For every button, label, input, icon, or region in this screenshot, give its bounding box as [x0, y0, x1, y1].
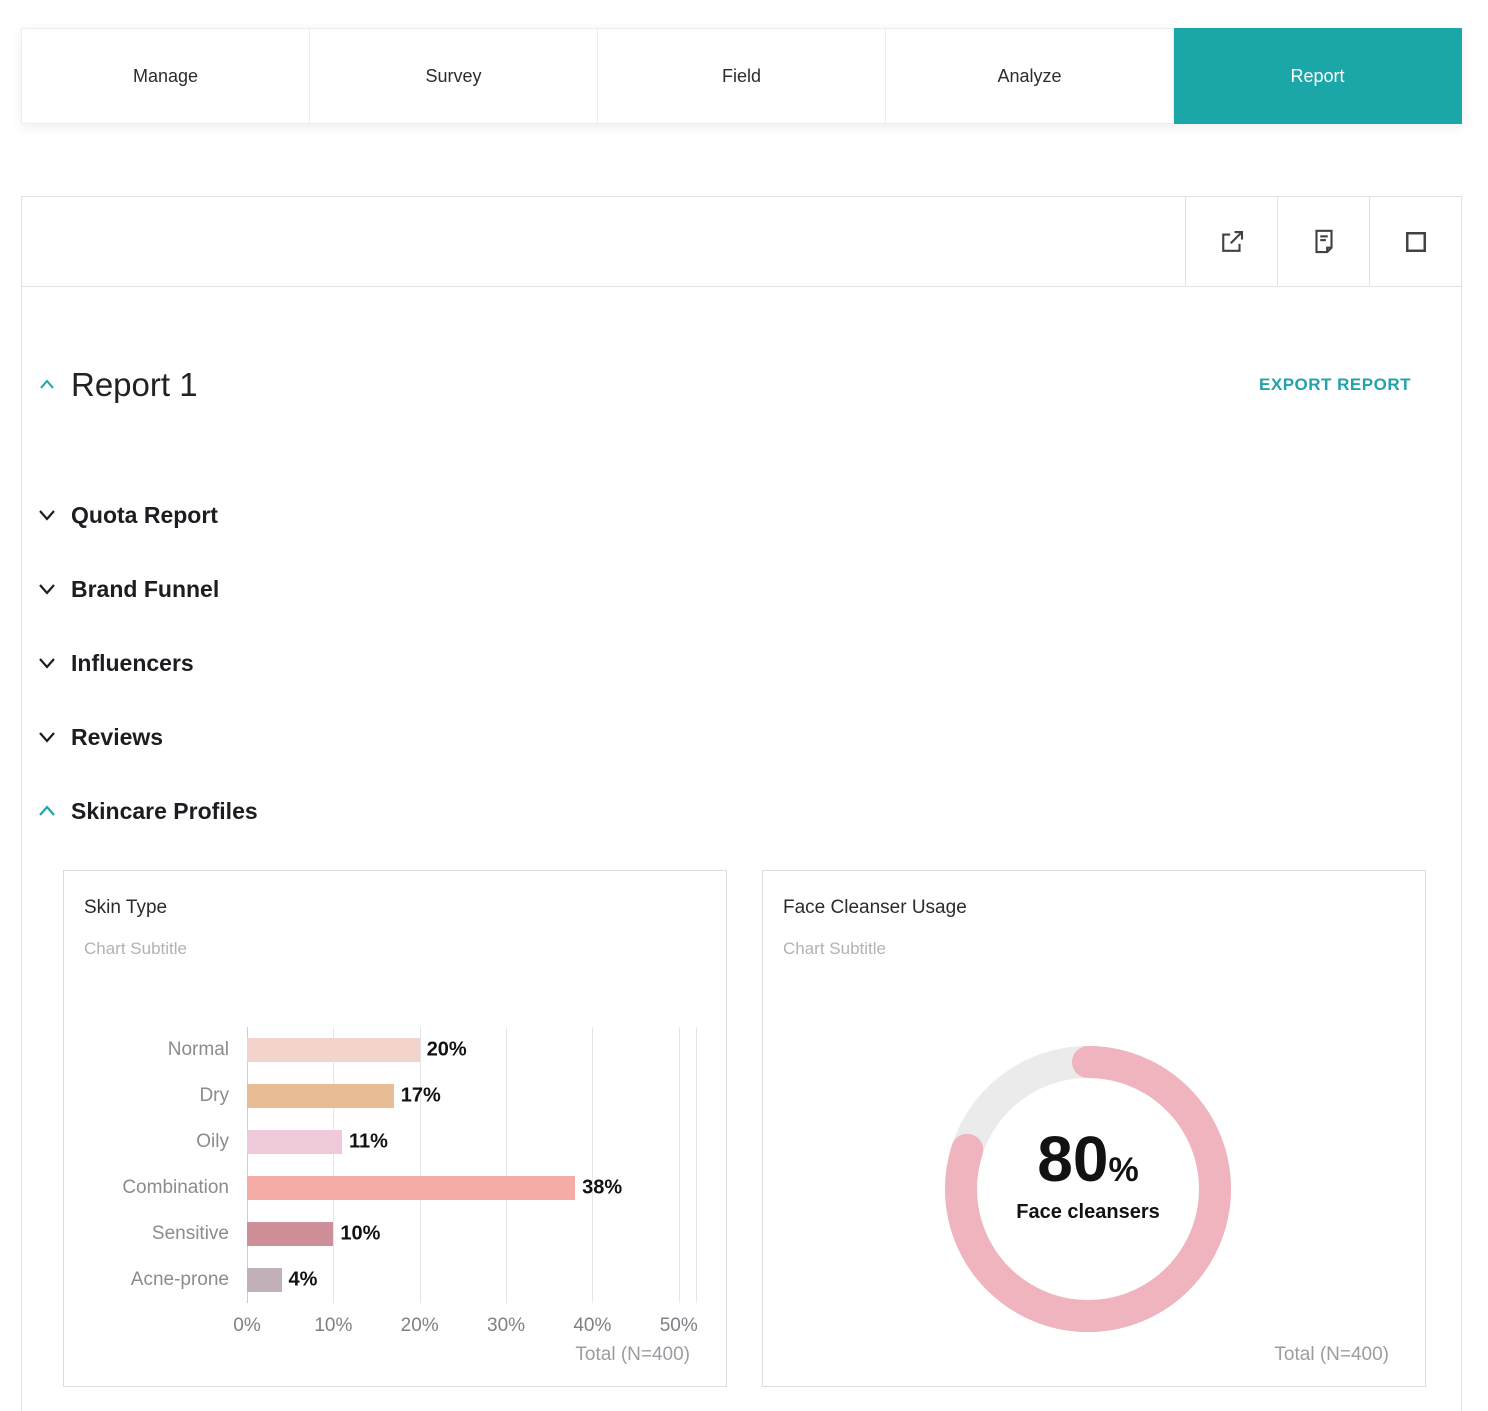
bar-row-oily: 11%: [247, 1119, 696, 1165]
x-tick-label: 50%: [659, 1315, 698, 1336]
section-influencers[interactable]: Influencers: [22, 626, 1461, 700]
tab-label: Survey: [425, 65, 482, 86]
chevron-down-icon[interactable]: [36, 726, 58, 748]
face-cleanser-card: Face Cleanser Usage Chart Subtitle 80 % …: [762, 870, 1426, 1387]
donut-value-line: 80 %: [1037, 1127, 1138, 1191]
card-subtitle: Chart Subtitle: [84, 939, 187, 958]
x-tick-label: 30%: [487, 1315, 526, 1336]
panel-toolbar: [22, 197, 1461, 287]
bar-sensitive: 10%: [247, 1222, 380, 1246]
bar-category-label: Normal: [167, 1039, 229, 1060]
bar-category-label: Oily: [196, 1131, 229, 1152]
external-link-icon: [1221, 230, 1243, 252]
bar-category-label: Combination: [122, 1177, 229, 1198]
report-header: Report 1 EXPORT REPORT: [36, 363, 1411, 407]
tab-analyze[interactable]: Analyze: [886, 28, 1174, 124]
bar-combination: 38%: [247, 1176, 622, 1200]
tab-label: Analyze: [997, 65, 1062, 86]
section-skincare-profiles[interactable]: Skincare Profiles: [22, 774, 1461, 848]
card-title: Face Cleanser Usage: [783, 897, 967, 918]
donut-center-label: 80 % Face cleansers: [938, 1025, 1238, 1325]
document-report-icon: [1314, 229, 1333, 253]
tab-label: Manage: [132, 65, 199, 86]
tab-survey[interactable]: Survey: [310, 28, 598, 124]
donut-svg: [945, 1046, 1231, 1332]
chevron-down-icon[interactable]: [36, 504, 58, 526]
bar-value-label: 20%: [426, 1038, 467, 1061]
card-title: Skin Type: [84, 897, 168, 918]
x-tick-label: 10%: [314, 1315, 353, 1336]
section-list: Quota Report Brand Funnel Influencers Revie…: [22, 478, 1461, 848]
bar-acne-prone: 4%: [247, 1268, 317, 1292]
tab-label: Field: [721, 65, 761, 86]
gridline: [419, 1027, 421, 1303]
bar-value-label: 11%: [348, 1130, 388, 1153]
bar-value-label: 10%: [340, 1222, 381, 1245]
bar-row-acne-prone: 4%: [247, 1257, 696, 1303]
bar-row-normal: 20%: [247, 1027, 696, 1073]
face-cleanser-donut-chart: 80 % Face cleansers: [938, 1039, 1238, 1339]
bar-row-sensitive: 10%: [247, 1211, 696, 1257]
card-subtitle: Chart Subtitle: [783, 939, 886, 958]
report-notes-button[interactable]: [1277, 197, 1369, 286]
gridline: [696, 1027, 697, 1303]
chart-cards: Skin Type Chart Subtitle Normal Dry Oily Co…: [22, 870, 1461, 1387]
bar-dry: 17%: [247, 1084, 441, 1108]
chevron-up-icon[interactable]: [36, 800, 58, 822]
gridline: [333, 1027, 335, 1303]
tab-report[interactable]: Report: [1174, 28, 1462, 124]
report-panel: Report 1 EXPORT REPORT Quota Report Brand…: [21, 196, 1462, 1411]
bar-normal: 20%: [247, 1038, 467, 1062]
tab-bar: Manage Survey Field Analyze Report: [21, 28, 1462, 124]
section-label: Influencers: [71, 649, 194, 676]
section-quota-report[interactable]: Quota Report: [22, 478, 1461, 552]
bar-row-dry: 17%: [247, 1073, 696, 1119]
chevron-down-icon[interactable]: [36, 578, 58, 600]
bar-value-label: 4%: [288, 1268, 318, 1291]
donut-label: Face cleansers: [1016, 1200, 1160, 1223]
gridline: [506, 1027, 508, 1303]
chart-footer: Total (N=400): [1274, 1344, 1389, 1365]
donut-value-arc: [945, 1046, 1231, 1332]
skin-type-card: Skin Type Chart Subtitle Normal Dry Oily Co…: [63, 870, 727, 1387]
bar-category-labels: Normal Dry Oily Combination Sensitive Acne-pr…: [84, 1027, 247, 1303]
skin-type-bar-chart: Normal Dry Oily Combination Sensitive Acne-pr…: [84, 1027, 706, 1336]
bar-row-combination: 38%: [247, 1165, 696, 1211]
bar-oily: 11%: [247, 1130, 388, 1154]
section-label: Quota Report: [71, 501, 218, 528]
bar-value-label: 17%: [400, 1084, 441, 1107]
section-label: Reviews: [71, 723, 164, 750]
x-tick-label: 40%: [573, 1315, 612, 1336]
tab-label: Report: [1290, 65, 1345, 86]
section-brand-funnel[interactable]: Brand Funnel: [22, 552, 1461, 626]
page-title: Report 1: [71, 366, 198, 403]
x-tick-label: 20%: [400, 1315, 439, 1336]
section-reviews[interactable]: Reviews: [22, 700, 1461, 774]
gridline: [678, 1027, 680, 1303]
bar-value-label: 38%: [582, 1176, 623, 1199]
open-external-button[interactable]: [1185, 197, 1277, 286]
donut-value: 80: [1037, 1122, 1109, 1195]
checkbox-square-icon: [1405, 231, 1426, 252]
chevron-down-icon[interactable]: [36, 652, 58, 674]
y-axis-line: [247, 1027, 248, 1303]
tab-manage[interactable]: Manage: [21, 28, 310, 124]
export-report-link[interactable]: EXPORT REPORT: [1259, 375, 1411, 394]
tab-field[interactable]: Field: [598, 28, 886, 124]
bar-category-label: Acne-prone: [130, 1269, 229, 1290]
bar-category-label: Sensitive: [151, 1223, 229, 1244]
select-all-button[interactable]: [1369, 197, 1461, 286]
gridline: [592, 1027, 594, 1303]
report-collapse-button[interactable]: [36, 374, 58, 396]
section-label: Brand Funnel: [71, 575, 220, 602]
bar-category-label: Dry: [199, 1085, 229, 1106]
x-tick-label: 0%: [233, 1315, 261, 1336]
bar-plot-area: 20% 17% 11% 38% 10% 4% 0% 10% 20% 30% 40% 50%: [233, 1027, 698, 1336]
chart-footer: Total (N=400): [575, 1344, 690, 1365]
section-label: Skincare Profiles: [71, 797, 258, 824]
chevron-up-icon: [40, 379, 54, 389]
donut-unit: %: [1108, 1150, 1139, 1189]
